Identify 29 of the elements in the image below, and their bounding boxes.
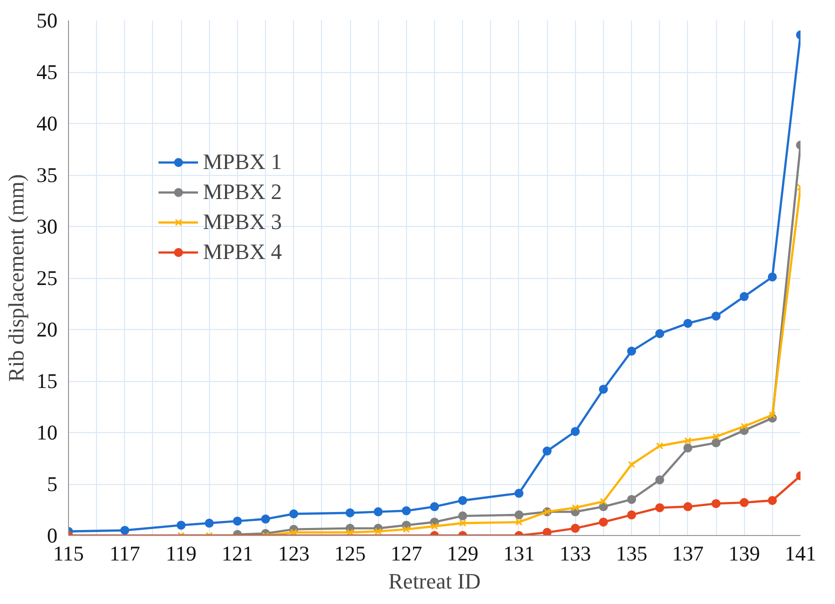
x-tick-label: 139 [728, 542, 760, 566]
x-tick-label: 121 [222, 542, 254, 566]
y-tick-label: 40 [36, 112, 58, 136]
x-tick-label: 141 [784, 542, 816, 566]
x-tick-label: 129 [446, 542, 478, 566]
x-tick-label: 135 [616, 542, 648, 566]
legend-label: MPBX 3 [203, 209, 282, 235]
y-tick-label: 25 [36, 266, 58, 290]
y-tick-label: 10 [36, 420, 58, 444]
x-tick-label: 137 [672, 542, 704, 566]
y-tick-label: 5 [47, 472, 58, 496]
legend-label: MPBX 4 [203, 239, 282, 265]
x-tick-label: 133 [560, 542, 592, 566]
x-tick-label: 131 [503, 542, 535, 566]
x-axis-title: Retreat ID [388, 568, 481, 594]
x-tick-label: 117 [109, 542, 140, 566]
y-tick-label: 20 [36, 318, 58, 342]
y-tick-label: 50 [36, 8, 58, 32]
y-tick-label: 30 [36, 214, 58, 238]
x-tick-label: 123 [278, 542, 310, 566]
legend-label: MPBX 2 [203, 179, 282, 205]
x-tick-label: 125 [334, 542, 366, 566]
legend-label: MPBX 1 [203, 149, 282, 175]
x-tick-label: 127 [390, 542, 422, 566]
y-tick-label: 45 [36, 60, 58, 84]
y-tick-label: 15 [36, 369, 58, 393]
y-axis-title: Rib displacement (mm) [4, 174, 28, 382]
x-tick-label: 119 [166, 542, 196, 566]
y-tick-label: 35 [36, 163, 58, 187]
